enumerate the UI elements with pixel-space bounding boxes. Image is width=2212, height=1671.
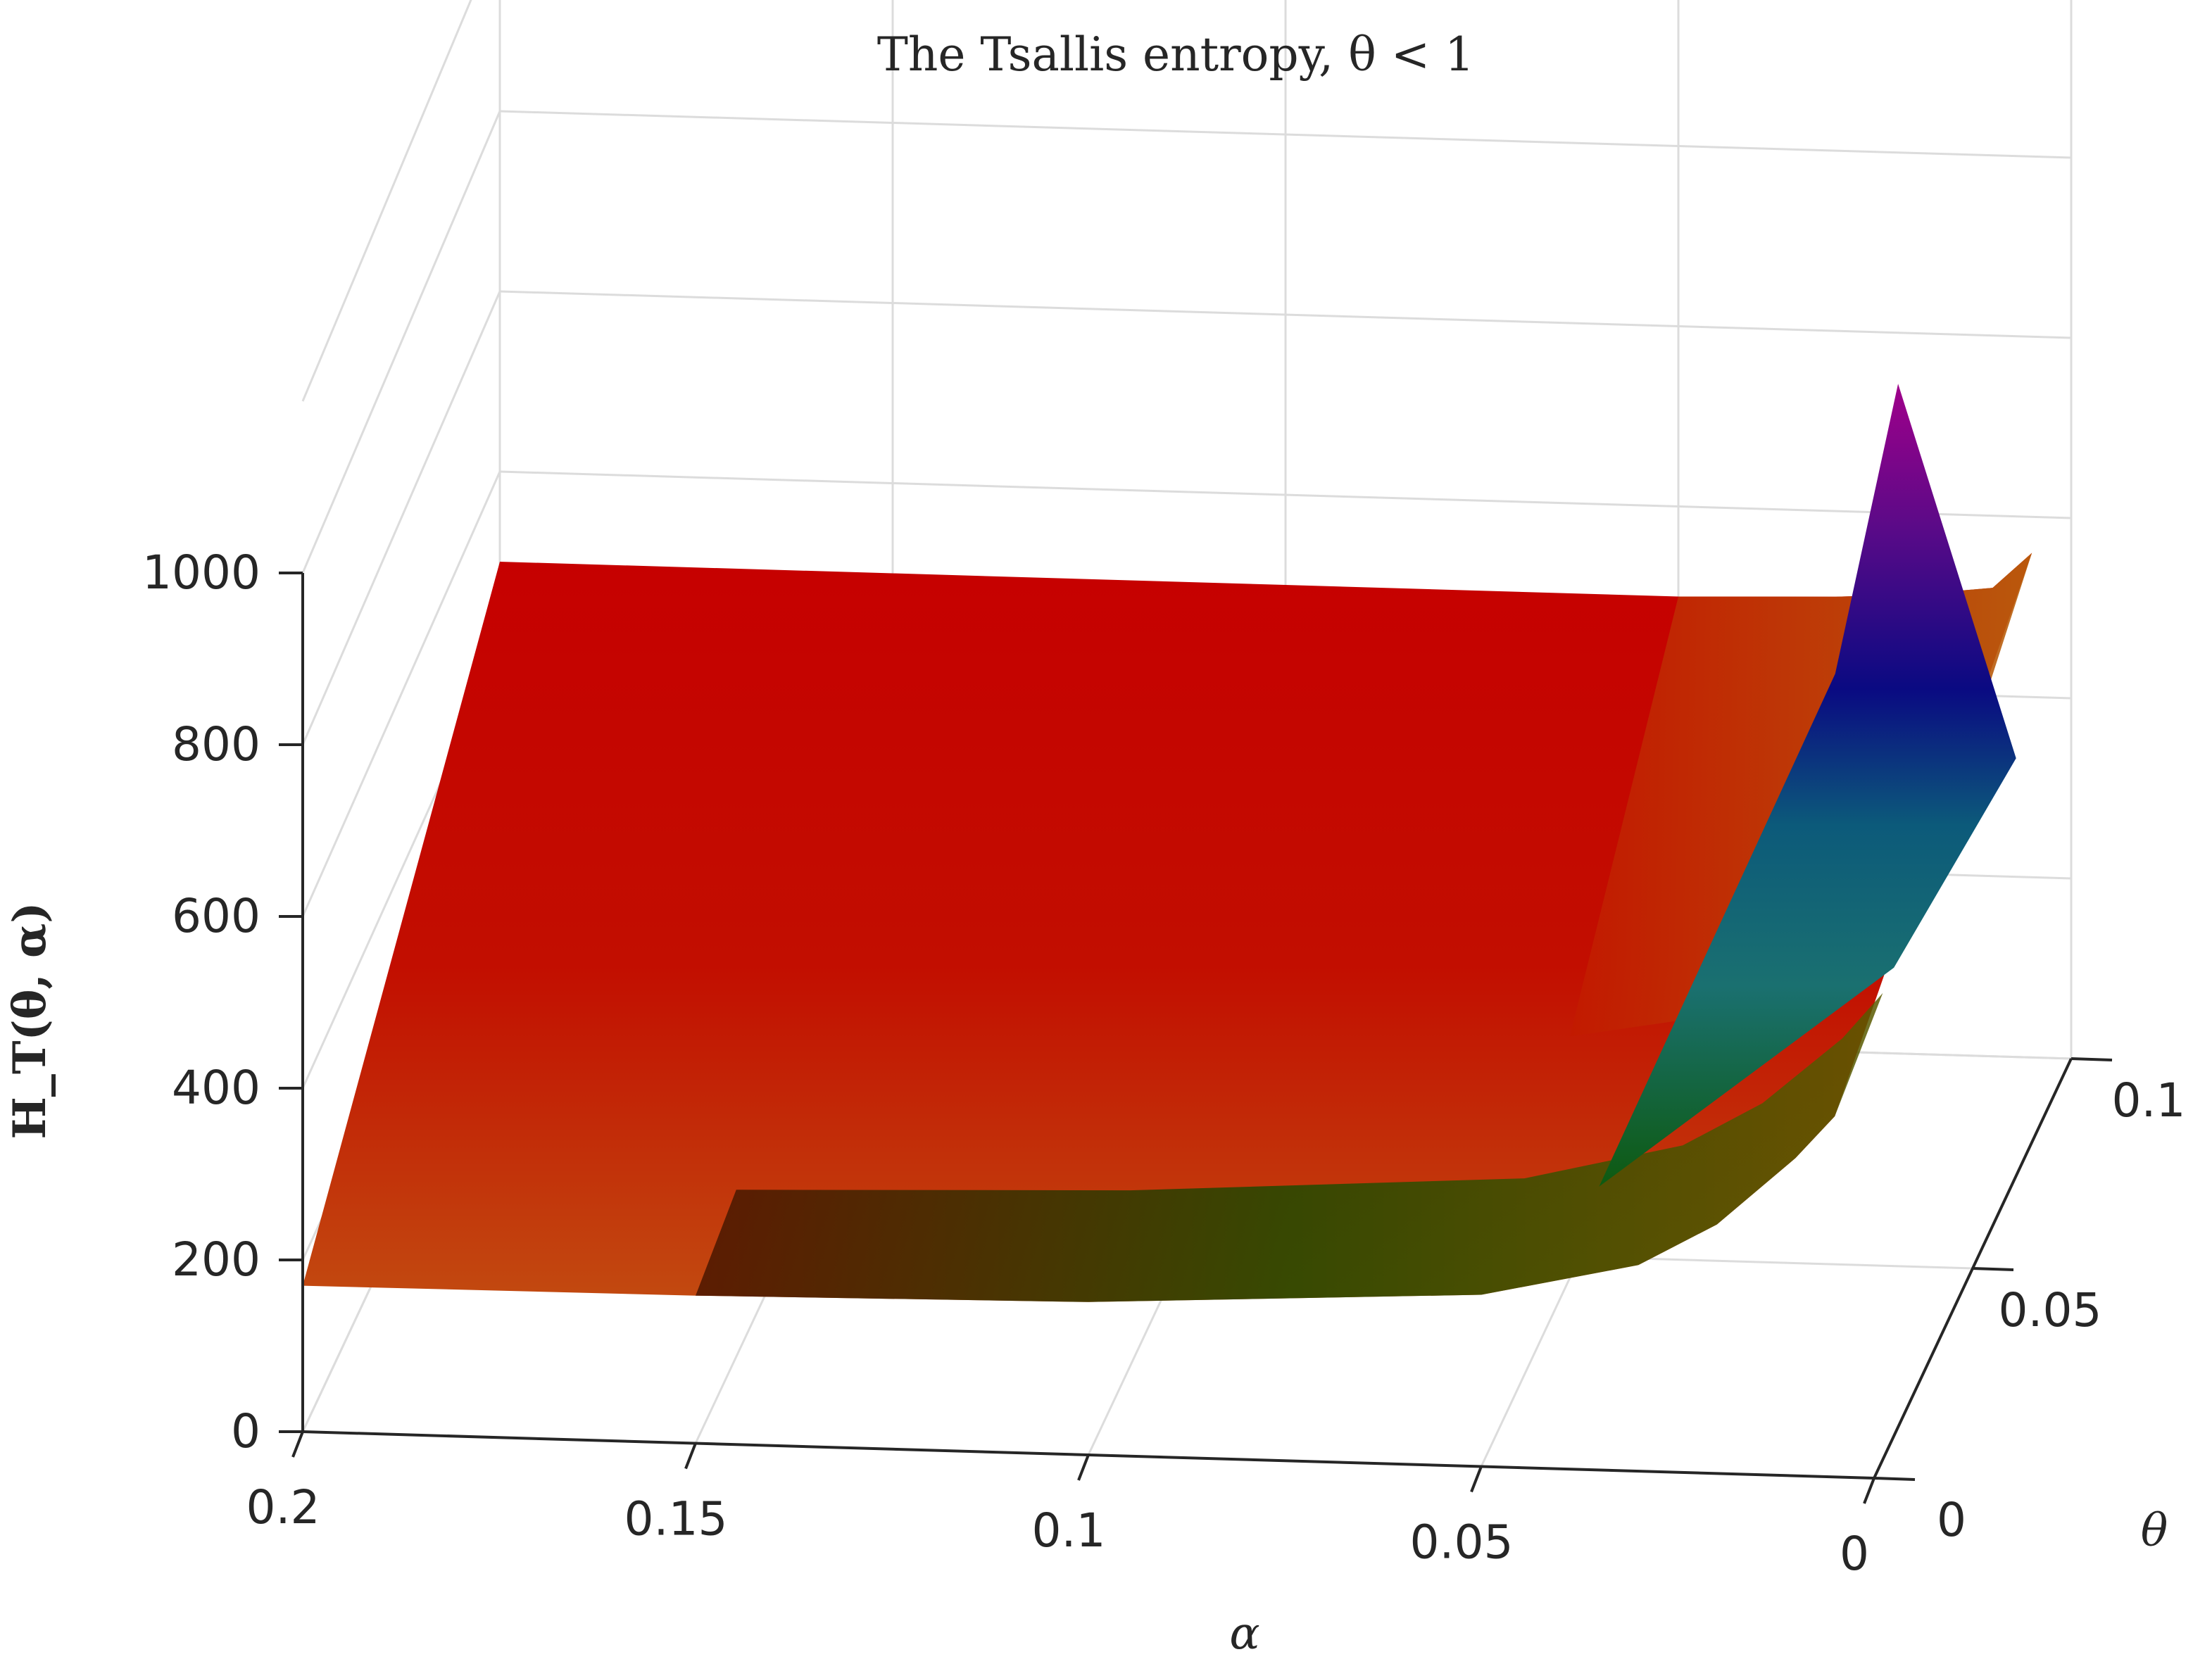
z-axis-label: H_T(θ, α) <box>4 902 56 1139</box>
alpha-tick-label: 0.05 <box>1410 1515 1514 1570</box>
theta-tick-label: 0 <box>1937 1493 1966 1547</box>
z-tick-label: 400 <box>172 1061 260 1115</box>
z-tick-label: 600 <box>172 889 260 943</box>
theta-axis-tick <box>2070 1057 2113 1061</box>
alpha-tick-label: 0.1 <box>1032 1503 1106 1558</box>
surface-peak <box>1599 384 2016 1187</box>
z-tick-label: 1000 <box>142 546 260 600</box>
alpha-tick-label: 0 <box>1840 1527 1869 1581</box>
alpha-axis-tick <box>684 1442 697 1470</box>
alpha-axis-tick <box>291 1431 304 1458</box>
chart-title: The Tsallis entropy, θ < 1 <box>877 27 1474 82</box>
theta-axis-label: θ <box>2141 1505 2168 1557</box>
alpha-axis-tick <box>1077 1454 1090 1481</box>
axes-layer <box>279 572 2113 1504</box>
theta-axis-tick <box>1972 1267 2014 1271</box>
theta-tick-label: 0.1 <box>2112 1073 2186 1128</box>
side-wall-gridline <box>301 0 472 402</box>
theta-axis-tick <box>1873 1477 1916 1481</box>
alpha-tick-label: 0.15 <box>624 1492 728 1546</box>
z-tick-label: 0 <box>231 1404 260 1458</box>
surface-main-sheet <box>303 553 2032 1302</box>
labels-layer: 0 200 400 600 800 1000 0.2 0.15 0.1 0.05 0 0 0.05 0.1… <box>4 546 2185 1660</box>
z-tick-label: 800 <box>172 717 260 771</box>
alpha-axis-label: α <box>1229 1608 1259 1660</box>
side-wall-gridline <box>301 471 501 917</box>
side-wall-gridline <box>301 111 501 574</box>
alpha-axis-tick <box>1470 1465 1483 1493</box>
surface-front-band <box>696 992 1883 1302</box>
z-tick-label: 200 <box>172 1232 260 1287</box>
theta-tick-label: 0.05 <box>1999 1283 2102 1337</box>
surface-layer <box>303 384 2032 1302</box>
alpha-axis-tick <box>1863 1477 1875 1504</box>
side-wall-gridline <box>301 291 501 745</box>
alpha-tick-label: 0.2 <box>246 1480 320 1534</box>
